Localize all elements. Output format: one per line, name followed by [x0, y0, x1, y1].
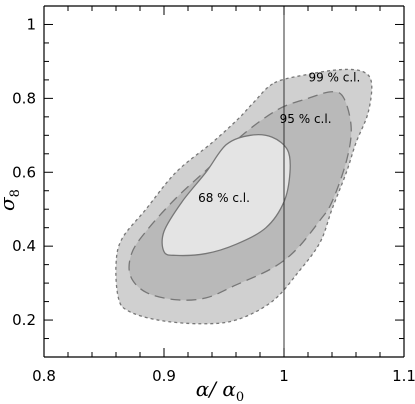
y-tick-label: 0.8	[12, 89, 36, 107]
confidence-label: 68 % c.l.	[198, 191, 250, 205]
plot-frame	[43, 5, 405, 358]
tick-labels: 0.8 0.9 1 1.1 0.2 0.4 0.6 0.8 1	[12, 15, 415, 385]
contour-solid	[161, 134, 291, 257]
x-tick-label: 1.1	[392, 367, 415, 385]
x-tick-label: 0.8	[32, 367, 56, 385]
confidence-labels: 99 % c.l. 95 % c.l. 68 % c.l.	[198, 71, 360, 205]
y-tick-label: 0.4	[12, 237, 36, 255]
contour-regions	[115, 68, 373, 325]
x-tick-label: 0.9	[152, 367, 176, 385]
y-tick-label: 0.6	[12, 163, 36, 181]
confidence-label: 99 % c.l.	[308, 71, 360, 85]
x-tick-label: 1	[279, 367, 289, 385]
confidence-label: 95 % c.l.	[280, 112, 332, 126]
y-tick-label: 1	[26, 15, 36, 33]
x-axis-label: α/ α0	[196, 377, 244, 404]
y-tick-label: 0.2	[12, 311, 36, 329]
y-axis-label: σ8	[0, 189, 23, 211]
axis-ticks	[43, 5, 405, 358]
